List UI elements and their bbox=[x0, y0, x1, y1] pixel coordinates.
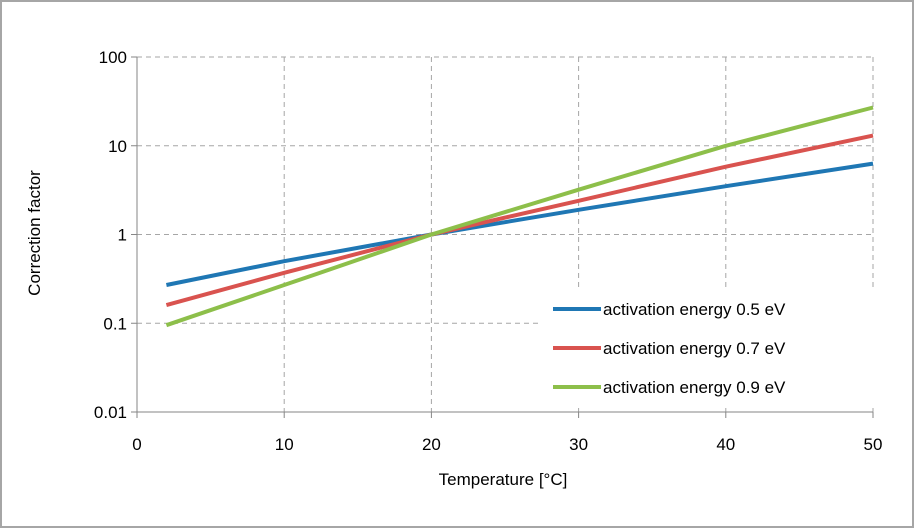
y-tick-label: 0.01 bbox=[94, 403, 127, 422]
x-tick-label: 0 bbox=[132, 435, 141, 454]
legend-label-2: activation energy 0.7 eV bbox=[603, 339, 786, 358]
y-axis-label: Correction factor bbox=[25, 170, 44, 296]
series-line-2 bbox=[165, 133, 874, 308]
y-tick-label: 100 bbox=[99, 48, 127, 67]
legend: activation energy 0.5 eV activation energ… bbox=[538, 288, 874, 406]
tick-labels: 0.01 0.1 1 10 100 0 10 20 30 40 50 bbox=[94, 48, 883, 454]
y-tick-label: 1 bbox=[118, 226, 127, 245]
series-line-3 bbox=[165, 105, 874, 328]
x-tick-label: 20 bbox=[422, 435, 441, 454]
x-tick-label: 40 bbox=[716, 435, 735, 454]
x-tick-label: 10 bbox=[275, 435, 294, 454]
series-line-1 bbox=[166, 161, 874, 287]
legend-label-3: activation energy 0.9 eV bbox=[603, 378, 786, 397]
axes bbox=[131, 56, 874, 418]
y-tick-label: 0.1 bbox=[103, 314, 127, 333]
x-axis-label: Temperature [°C] bbox=[439, 470, 568, 489]
legend-label-1: activation energy 0.5 eV bbox=[603, 300, 786, 319]
series-lines bbox=[165, 105, 874, 328]
x-tick-label: 30 bbox=[569, 435, 588, 454]
x-tick-label: 50 bbox=[864, 435, 883, 454]
y-tick-label: 10 bbox=[108, 137, 127, 156]
